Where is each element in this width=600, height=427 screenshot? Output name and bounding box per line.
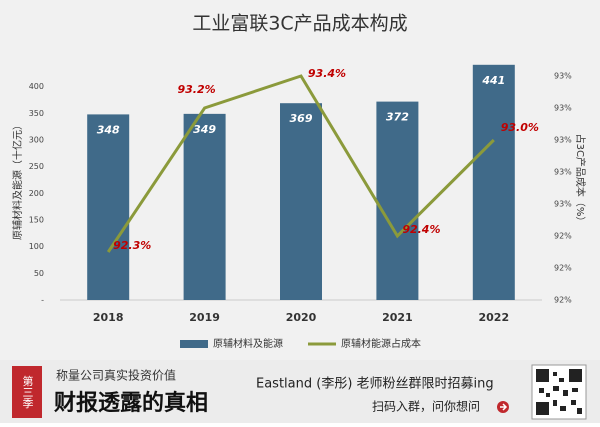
y-tick-label: - — [41, 296, 44, 305]
bar-value-label: 369 — [290, 112, 313, 125]
y2-tick-label: 93% — [554, 200, 572, 209]
y-tick-label: 250 — [29, 162, 44, 171]
y2-tick-label: 92% — [554, 232, 572, 241]
y2-tick-label: 92% — [554, 296, 572, 305]
y2-axis-title: 占3C产品成本（%） — [574, 134, 587, 227]
y2-tick-label: 92% — [554, 264, 572, 273]
recruit-text: Eastland (李彤) 老师粉丝群限时招募ing — [256, 377, 494, 392]
bar-value-label: 348 — [97, 123, 120, 136]
line-value-label: 93.0% — [501, 121, 539, 134]
y-tick-label: 50 — [34, 269, 44, 278]
line-value-label: 93.4% — [308, 67, 346, 80]
bar — [87, 114, 130, 301]
line-value-label: 93.2% — [178, 83, 216, 96]
bar-value-label: 349 — [193, 123, 216, 136]
badge — [12, 366, 42, 418]
y-tick-label: 300 — [29, 136, 44, 145]
arrow-glyph — [500, 403, 508, 411]
chart-title: 工业富联3C产品成本构成 — [192, 13, 407, 35]
bar-value-label: 372 — [386, 111, 409, 124]
y-tick-label: 400 — [29, 82, 44, 91]
bar — [472, 64, 515, 300]
y-tick-label: 100 — [29, 242, 44, 251]
y2-tick-label: 93% — [554, 136, 572, 145]
legend-label: 原辅材料及能源 — [213, 337, 283, 350]
chart: 工业富联3C产品成本构成 原辅材料及能源（十亿元） 占3C产品成本（%） - 50… — [0, 0, 600, 360]
x-tick-label: 2022 — [478, 311, 509, 324]
y2-tick-label: 93% — [554, 168, 572, 177]
bar — [183, 113, 226, 300]
tagline: 称量公司真实投资价值 — [56, 368, 176, 383]
line — [106, 74, 495, 253]
qr-pattern — [536, 369, 582, 415]
x-tick-label: 2018 — [93, 311, 124, 324]
legend-swatch — [180, 340, 208, 348]
bar — [376, 101, 419, 300]
x-tick-label: 2019 — [189, 311, 220, 324]
bar — [280, 103, 322, 300]
bar-value-label: 441 — [481, 74, 505, 87]
line-value-label: 92.4% — [402, 223, 440, 236]
y-tick-label: 150 — [29, 216, 44, 225]
y-axis-title: 原辅材料及能源（十亿元） — [11, 120, 24, 240]
y2-tick-label: 93% — [554, 72, 572, 81]
banner: 第三季 称量公司真实投资价值 财报透露的真相 Eastland (李彤) 老师粉… — [0, 360, 600, 423]
y-tick-label: 350 — [29, 109, 44, 118]
y2-tick-label: 93% — [554, 104, 572, 113]
action-text: 扫码入群，问你想问 — [372, 399, 480, 414]
headline: 财报透露的真相 — [54, 390, 208, 416]
x-tick-label: 2020 — [286, 311, 317, 324]
y-tick-label: 200 — [29, 189, 44, 198]
x-tick-label: 2021 — [382, 311, 413, 324]
banner-art: 第三季 称量公司真实投资价值 财报透露的真相 Eastland (李彤) 老师粉… — [12, 364, 587, 420]
line-value-label: 92.3% — [113, 239, 151, 252]
badge-text: 第三季 — [21, 374, 34, 409]
legend-label: 原辅材能源占成本 — [341, 337, 421, 350]
